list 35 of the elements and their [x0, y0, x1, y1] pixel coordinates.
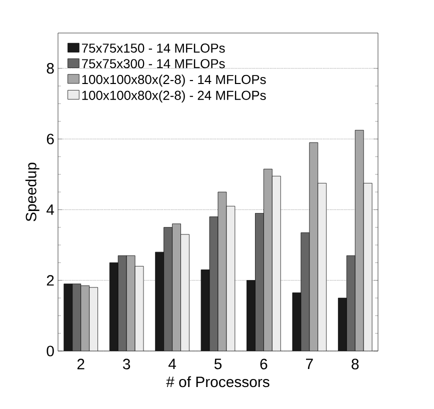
bar: [264, 168, 272, 351]
x-tick-label: 8: [352, 358, 359, 370]
bar: [318, 183, 326, 351]
x-tick-label: 4: [168, 358, 176, 370]
legend-label: 75x75x300 - 14 MFLOPs: [82, 59, 225, 68]
bar: [272, 176, 281, 351]
x-tick-label: 7: [306, 358, 313, 370]
bar: [89, 287, 98, 351]
x-tick-label: 2: [77, 358, 84, 370]
bar: [72, 284, 82, 351]
bar: [255, 213, 264, 351]
y-axis-title: Speedup: [25, 162, 40, 222]
bar: [80, 285, 90, 351]
y-tick-label: 4: [46, 204, 54, 215]
legend-label: 100x100x80x(2-8) - 24 MFLOPs: [82, 90, 266, 103]
bar: [109, 262, 118, 351]
x-tick-label: 5: [214, 358, 222, 370]
y-tick-label: 2: [46, 275, 54, 286]
bar: [246, 280, 256, 351]
legend-label: 75x75x150 - 14 MFLOPs: [82, 44, 225, 53]
bar: [354, 130, 364, 351]
y-tick-label: 6: [46, 134, 54, 144]
bar: [155, 252, 164, 351]
y-tick-label: 8: [46, 63, 54, 74]
x-tick-label: 3: [122, 358, 130, 370]
x-axis-title: # of Processors: [166, 376, 270, 388]
bar: [64, 284, 73, 351]
bar: [164, 227, 172, 351]
bar: [346, 255, 356, 351]
y-tick-label: 0: [46, 346, 54, 356]
legend-label: 100x100x80x(2-8) - 14 MFLOPs: [82, 74, 266, 87]
bar: [180, 234, 190, 351]
x-tick-label: 6: [260, 358, 268, 370]
bar: [338, 298, 347, 351]
bar: [172, 224, 181, 351]
